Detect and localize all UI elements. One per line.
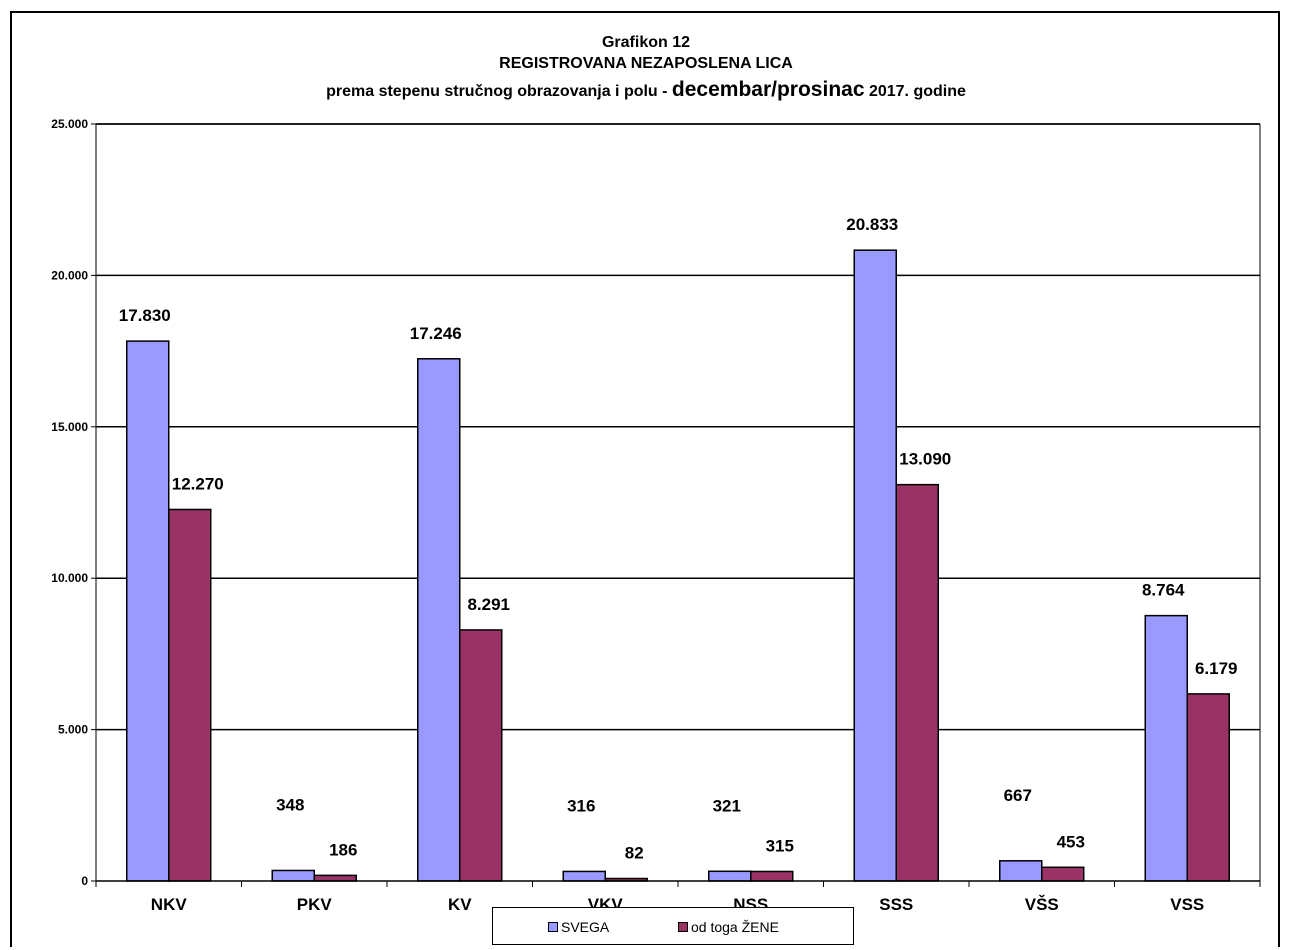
- legend-label-zene: od toga ŽENE: [691, 919, 779, 935]
- data-label-svega: 17.246: [410, 324, 462, 343]
- bar-svega: [853, 249, 897, 882]
- bar-svega: [271, 869, 315, 882]
- bar-zene: [895, 483, 939, 882]
- data-label-zene: 82: [625, 844, 644, 863]
- x-category-label: SSS: [879, 895, 913, 914]
- bar-zene: [168, 508, 212, 882]
- y-tick-label: 5.000: [58, 723, 88, 737]
- bar-svega: [417, 358, 461, 882]
- gridlines: [96, 123, 1260, 731]
- subtitle-part-month: decembar/prosinac: [671, 78, 865, 101]
- y-tick-label: 20.000: [51, 268, 88, 282]
- data-label-svega: 348: [276, 795, 304, 814]
- data-label-zene: 8.291: [467, 595, 510, 614]
- bar-svega: [708, 870, 752, 882]
- subtitle-part-a: prema stepenu stručnog obrazovanja i pol…: [326, 83, 672, 100]
- bar-svega: [1144, 614, 1188, 882]
- legend: SVEGA od toga ŽENE: [492, 907, 854, 945]
- chart-title: Grafikon 12: [601, 34, 691, 51]
- data-label-zene: 6.179: [1195, 659, 1238, 678]
- data-label-svega: 8.764: [1142, 581, 1185, 600]
- bar-svega: [999, 860, 1043, 882]
- bar-svega: [562, 870, 606, 882]
- bar-zene: [1041, 866, 1085, 882]
- y-tick-label: 10.000: [51, 571, 88, 585]
- data-label-zene: 12.270: [172, 474, 224, 493]
- data-label-zene: 315: [766, 836, 794, 855]
- data-label-zene: 186: [329, 840, 357, 859]
- bars: [126, 249, 1230, 882]
- x-category-label: KV: [448, 895, 472, 914]
- chart-frame: [10, 11, 1280, 947]
- y-tick-label: 15.000: [51, 420, 88, 434]
- legend-item-svega: SVEGA: [548, 919, 609, 935]
- data-label-svega: 321: [713, 796, 741, 815]
- x-category-label: PKV: [297, 895, 333, 914]
- subtitle-part-year: 2017. godine: [864, 83, 966, 100]
- data-label-zene: 13.090: [899, 450, 951, 469]
- data-label-svega: 17.830: [119, 306, 171, 325]
- data-label-svega: 667: [1004, 786, 1032, 805]
- legend-swatch-svega: [548, 922, 558, 932]
- legend-item-zene: od toga ŽENE: [678, 919, 779, 935]
- y-tick-label: 25.000: [51, 117, 88, 131]
- data-label-svega: 20.833: [846, 215, 898, 234]
- data-labels: 17.830 12.270 348 186 17.246 8.291 316 82 321 315…: [119, 215, 1238, 862]
- data-label-zene: 453: [1057, 832, 1085, 851]
- bar-zene: [313, 874, 357, 882]
- data-label-svega: 316: [567, 796, 595, 815]
- bar-zene: [459, 629, 503, 882]
- legend-label-svega: SVEGA: [561, 919, 610, 935]
- x-category-label: VSS: [1170, 895, 1204, 914]
- chart-subtitle-period: prema stepenu stručnog obrazovanja i pol…: [0, 78, 1292, 102]
- y-tick-label: 0: [81, 874, 88, 888]
- chart-subtitle: REGISTROVANA NEZAPOSLENA LICA: [499, 55, 793, 72]
- bar-zene: [750, 870, 794, 882]
- bar-svega: [126, 340, 170, 882]
- x-category-label: NKV: [151, 895, 188, 914]
- legend-swatch-zene: [678, 922, 688, 932]
- y-axis: 0 5.000 10.000 15.000 20.000 25.000: [51, 117, 1261, 888]
- bar-zene: [1186, 693, 1230, 882]
- x-category-label: VŠS: [1025, 895, 1059, 914]
